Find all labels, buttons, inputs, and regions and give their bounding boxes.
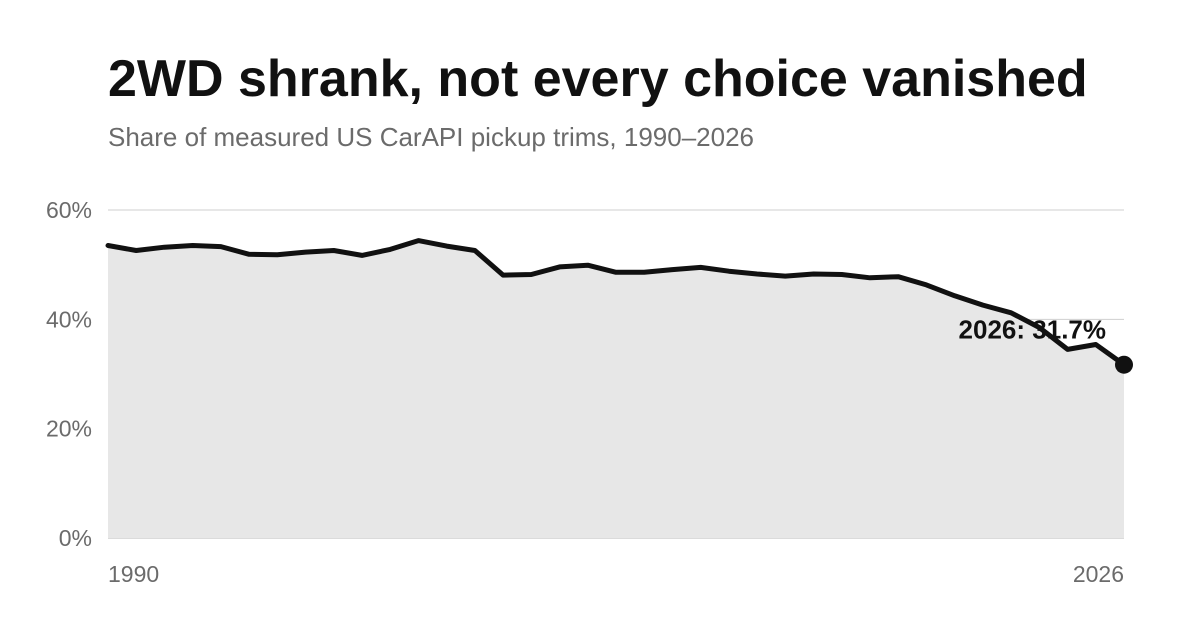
y-axis-ticks: 0% 20% 40% 60% bbox=[46, 197, 92, 551]
x-tick-label: 1990 bbox=[108, 561, 159, 587]
chart-title: 2WD shrank, not every choice vanished bbox=[108, 50, 1088, 108]
end-point-label: 2026: 31.7% bbox=[959, 315, 1106, 345]
y-tick-label: 20% bbox=[46, 416, 92, 442]
series-line bbox=[105, 238, 1127, 368]
y-tick-label: 0% bbox=[59, 525, 92, 551]
chart-subtitle: Share of measured US CarAPI pickup trims… bbox=[108, 122, 754, 152]
x-tick-label: 2026 bbox=[1073, 561, 1124, 587]
y-tick-label: 60% bbox=[46, 197, 92, 223]
end-point-marker bbox=[1115, 355, 1133, 374]
y-tick-label: 40% bbox=[46, 306, 92, 332]
area-fill bbox=[108, 240, 1124, 538]
x-axis-ticks: 1990 2026 bbox=[108, 561, 1124, 587]
